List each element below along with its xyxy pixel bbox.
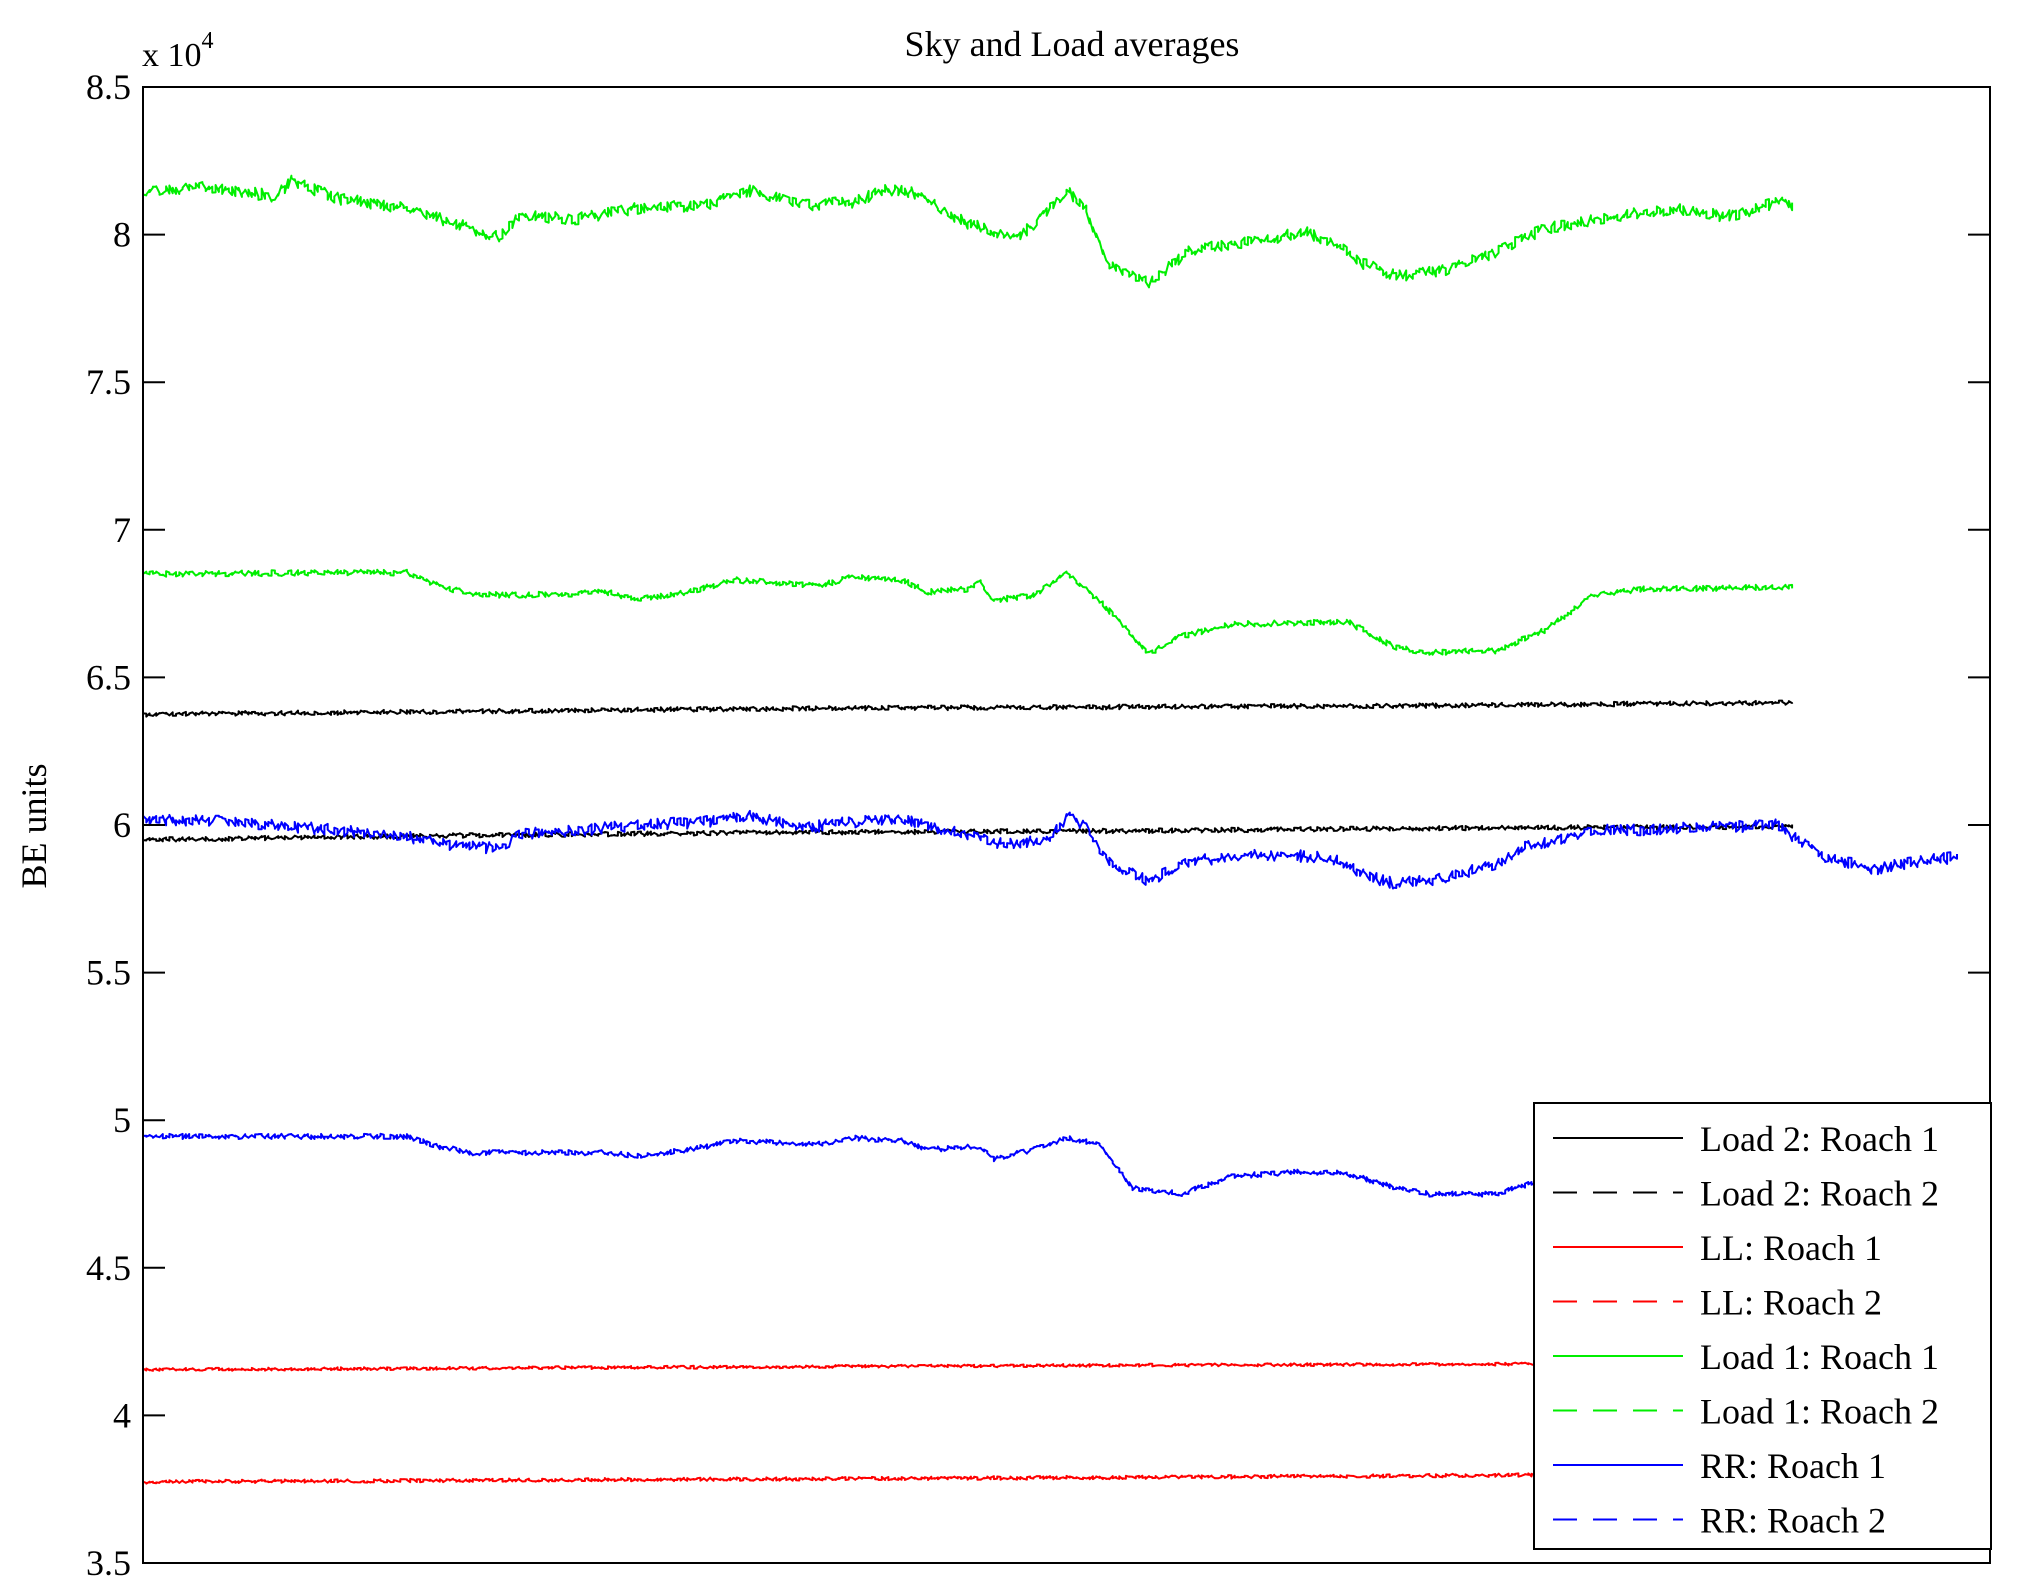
y-tick-label: 8.5 [86,67,131,107]
y-tick-label: 5 [113,1100,131,1140]
legend-label-2: LL: Roach 1 [1700,1228,1882,1268]
y-ticks: 3.5 4 4.5 5 5.5 6 6.5 7 7.5 8 8.5 [86,67,1990,1583]
series-line-5 [143,568,1794,656]
y-tick-label: 4.5 [86,1248,131,1288]
legend-entries: Load 2: Roach 1 Load 2: Roach 2 LL: Roach … [1553,1119,1939,1541]
plot-area: 3.5 4 4.5 5 5.5 6 6.5 7 7.5 8 8.5 [86,67,1991,1583]
y-tick-label: 3.5 [86,1543,131,1583]
series-line-2 [143,1361,1629,1372]
y-tick-label: 8 [113,215,131,255]
legend-label-1: Load 2: Roach 2 [1700,1174,1939,1214]
y-tick-label: 5.5 [86,953,131,993]
legend-label-7: RR: Roach 2 [1700,1501,1886,1541]
legend-box [1533,1102,1992,1550]
series-line-4 [143,174,1794,289]
y-axis-multiplier-base: x 10 [142,37,202,74]
y-axis-multiplier-exponent: 4 [202,28,214,54]
y-axis-label: BE units [14,763,54,888]
series-line-6 [143,1132,1662,1198]
series-line-1 [143,823,1794,843]
y-axis-multiplier: x 104 [142,28,214,74]
legend: Load 2: Roach 1 Load 2: Roach 2 LL: Roach … [1533,1102,1992,1550]
legend-label-4: Load 1: Roach 1 [1700,1337,1939,1377]
y-tick-label: 7 [113,510,131,550]
legend-label-5: Load 1: Roach 2 [1700,1392,1939,1432]
legend-label-6: RR: Roach 1 [1700,1446,1886,1486]
series-line-7 [143,809,1958,890]
chart-title: Sky and Load averages [905,24,1240,64]
y-tick-label: 6 [113,805,131,845]
legend-label-3: LL: Roach 2 [1700,1283,1882,1323]
y-tick-label: 6.5 [86,657,131,697]
y-tick-label: 4 [113,1395,131,1435]
series-line-3 [143,1472,1629,1485]
y-tick-label: 7.5 [86,362,131,402]
series-line-0 [143,699,1794,718]
legend-label-0: Load 2: Roach 1 [1700,1119,1939,1159]
series-layer [143,174,1958,1485]
